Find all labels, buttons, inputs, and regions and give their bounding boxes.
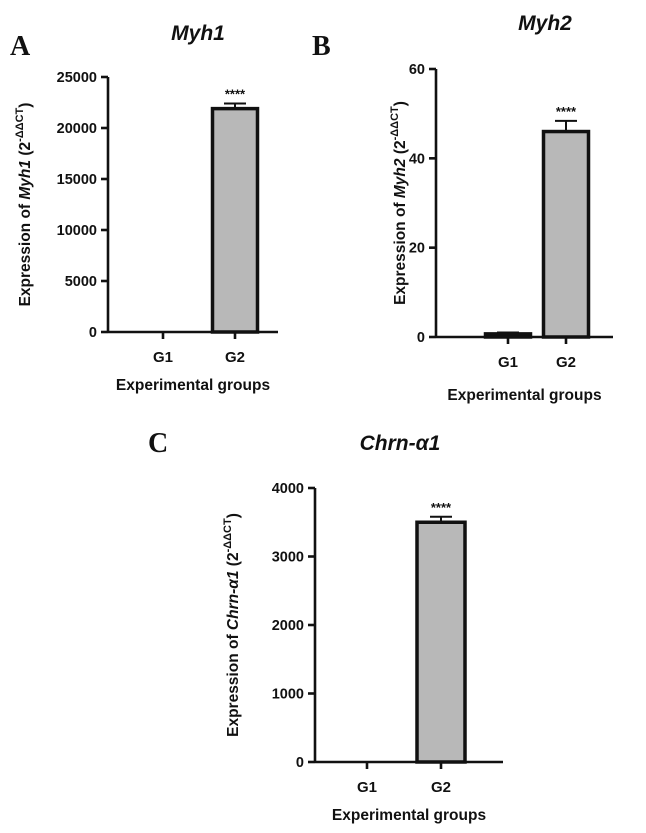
x-tick-label: G1 [498, 354, 518, 371]
y-tick-label: 40 [409, 151, 425, 167]
y-tick-label: 25000 [57, 70, 97, 86]
y-axis-label: Expression of Chrn-α1 (2-ΔΔCT) [222, 513, 242, 737]
y-tick-label: 5000 [65, 274, 97, 290]
bar-g2 [210, 106, 260, 334]
y-tick-label: 20000 [57, 121, 97, 137]
y-tick-label: 15000 [57, 172, 97, 188]
x-axis-label: Experimental groups [116, 377, 270, 394]
y-tick-label: 0 [296, 755, 304, 771]
y-tick-label: 10000 [57, 223, 97, 239]
y-tick-label: 0 [89, 325, 97, 341]
chart-title: Myh1 [171, 22, 225, 45]
chart-panel-a: A Myh1 **** 0 5000 10000 15000 20000 25000 G1 G2 Ex… [10, 22, 278, 394]
x-tick-label: G2 [556, 354, 576, 371]
significance-marker: **** [431, 500, 452, 515]
x-axis-label: Experimental groups [332, 807, 486, 824]
x-tick-label: G2 [225, 349, 245, 366]
significance-marker: **** [556, 104, 577, 119]
bar-g2 [415, 520, 467, 764]
bar-g2 [541, 129, 591, 339]
chart-panel-b: B Myh2 **** 0 20 40 60 G1 G2 Experimental groups E… [312, 12, 613, 404]
y-axis-label: Expression of Myh2 (2-ΔΔCT) [389, 101, 409, 305]
y-tick-label: 3000 [272, 550, 304, 566]
y-tick-label: 2000 [272, 618, 304, 634]
chart-title: Myh2 [518, 12, 572, 35]
x-tick-label: G1 [357, 779, 377, 796]
x-axis-label: Experimental groups [447, 387, 601, 404]
panel-letter: C [148, 428, 168, 459]
chart-title: Chrn-α1 [360, 432, 441, 455]
panel-letter: B [312, 31, 331, 62]
chart-panel-c: C Chrn-α1 **** 0 1000 2000 3000 4000 G1 G2 Experim… [148, 428, 503, 824]
y-tick-label: 1000 [272, 687, 304, 703]
y-tick-label: 60 [409, 62, 425, 78]
y-tick-label: 20 [409, 241, 425, 257]
x-tick-label: G1 [153, 349, 173, 366]
significance-marker: **** [225, 87, 246, 102]
y-axis-label: Expression of Myh1 (2-ΔΔCT) [14, 103, 34, 307]
panel-letter: A [10, 31, 31, 62]
y-tick-label: 0 [417, 330, 425, 346]
x-tick-label: G2 [431, 779, 451, 796]
y-tick-label: 4000 [272, 481, 304, 497]
